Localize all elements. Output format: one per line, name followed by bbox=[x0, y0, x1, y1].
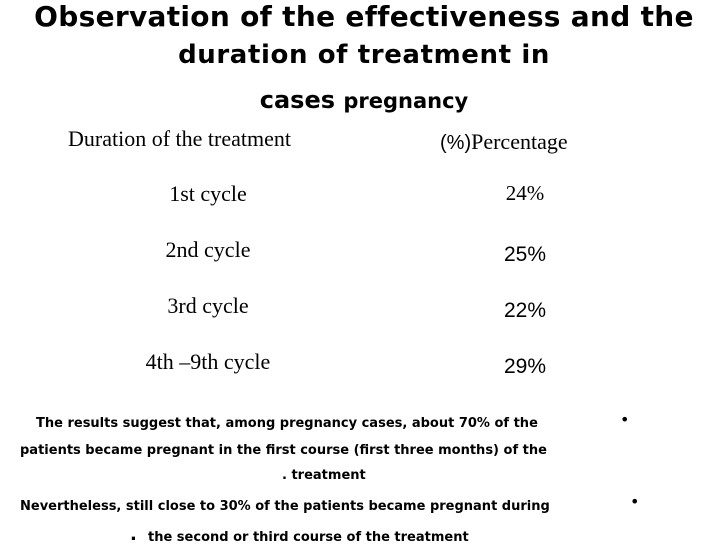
row-1-percentage: 24% bbox=[505, 181, 545, 205]
row-2-percentage: 25% bbox=[503, 243, 547, 266]
row-3-duration: 3rd cycle bbox=[167, 293, 249, 318]
note-1-line-3: . treatment bbox=[282, 468, 366, 483]
row-4-percentage: 29% bbox=[503, 355, 547, 378]
title-word-cases: cases bbox=[259, 86, 336, 114]
note-1-line-2: patients became pregnant in the first co… bbox=[20, 443, 547, 458]
row-1-duration: 1st cycle bbox=[169, 181, 247, 206]
row-2-duration: 2nd cycle bbox=[165, 237, 251, 262]
slide-title-line-2: duration of treatment in bbox=[178, 40, 550, 70]
note-2-line-2: the second or third course of the treatm… bbox=[148, 530, 469, 545]
bullet-icon: • bbox=[620, 410, 630, 429]
row-4-duration: 4th –9th cycle bbox=[145, 349, 271, 374]
header-percentage-label: Percentage bbox=[471, 129, 568, 154]
title-word-pregnancy: pregnancy bbox=[343, 89, 469, 113]
slide-title-line-3: cases pregnancy bbox=[0, 86, 728, 114]
header-percentage-symbol: (%) bbox=[440, 132, 472, 154]
note-2-period: . bbox=[130, 524, 137, 545]
header-percentage: (%)Percentage bbox=[440, 129, 568, 155]
row-3-percentage: 22% bbox=[503, 299, 547, 322]
note-2-line-1: Nevertheless, still close to 30% of the … bbox=[20, 499, 550, 514]
header-duration: Duration of the treatment bbox=[68, 126, 291, 151]
note-1-line-1: The results suggest that, among pregnanc… bbox=[36, 416, 538, 431]
bullet-icon: • bbox=[630, 492, 640, 511]
slide-title-line-1: Observation of the effectiveness and the bbox=[34, 0, 694, 33]
